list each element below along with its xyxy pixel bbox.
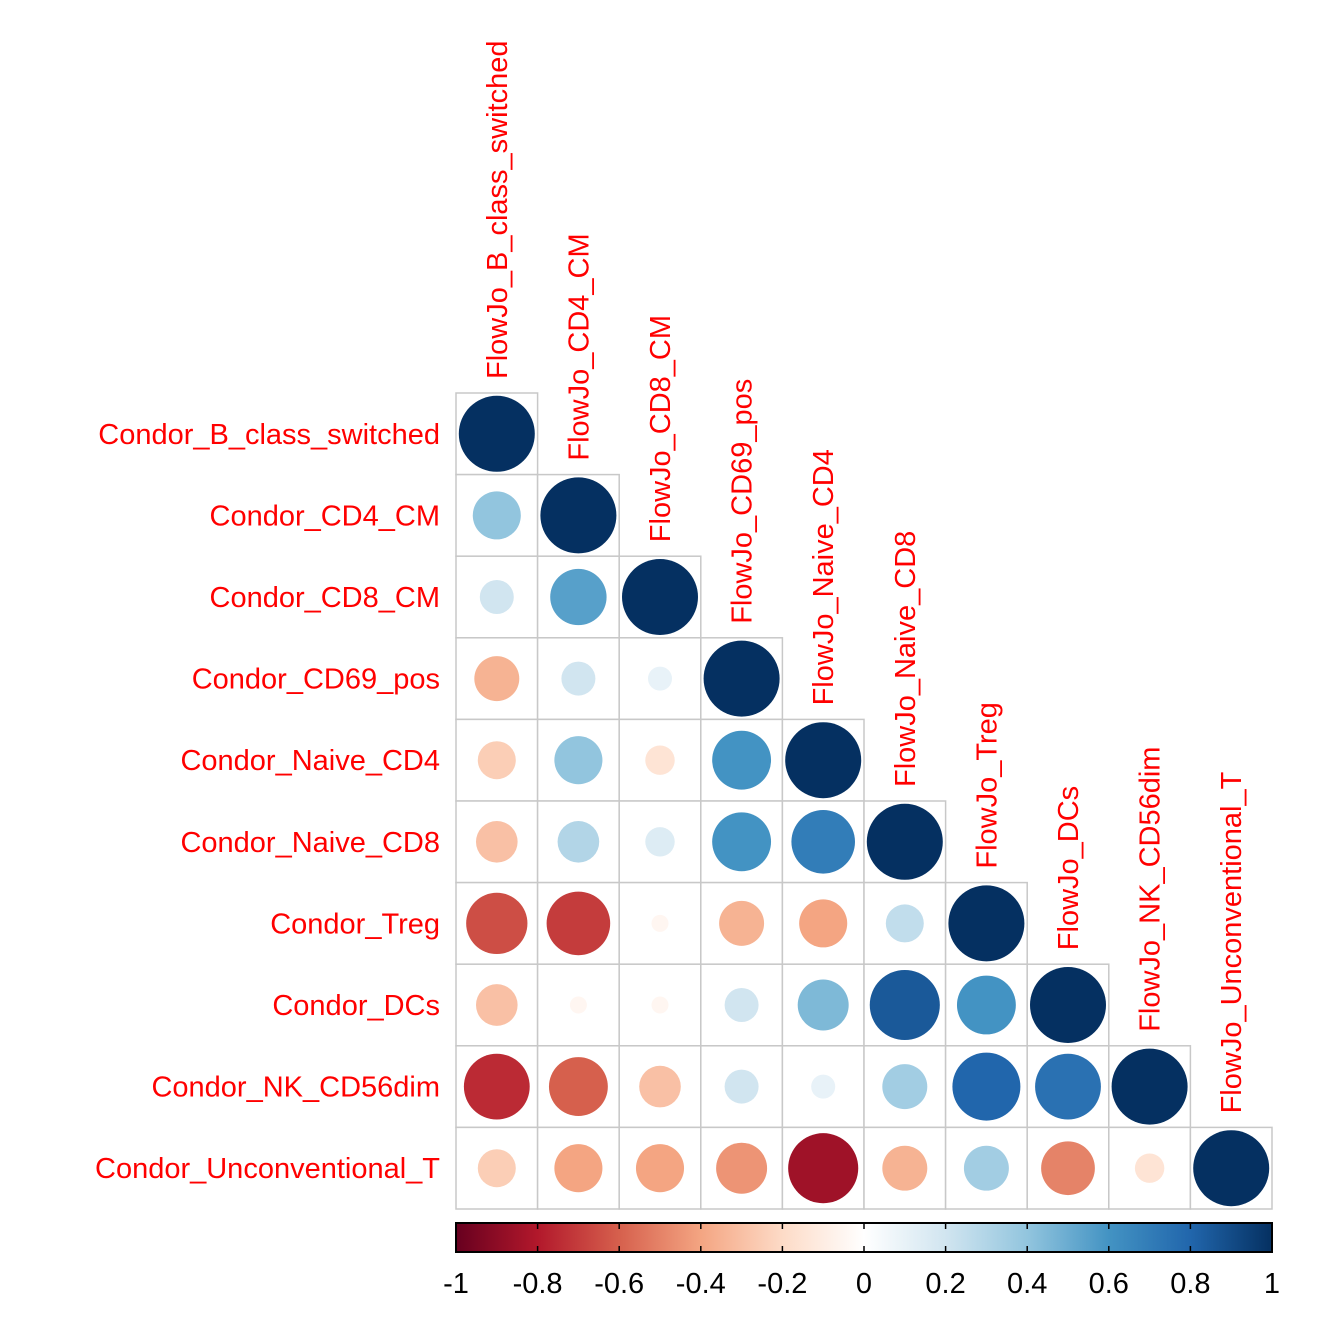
correlation-circle — [546, 891, 611, 956]
column-label: FlowJo_Unconventional_T — [1216, 771, 1248, 1113]
correlation-circle — [791, 810, 855, 874]
column-label: FlowJo_CD4_CM — [563, 233, 595, 460]
colorbar-tick-label: -0.2 — [757, 1268, 807, 1300]
row-label: Condor_Naive_CD4 — [180, 745, 440, 777]
colorbar-tick-label: 0.6 — [1089, 1268, 1129, 1300]
correlation-circle — [474, 656, 520, 702]
correlation-circle — [1111, 1048, 1188, 1125]
correlation-circle — [882, 1064, 928, 1110]
correlation-circle — [463, 1053, 530, 1120]
colorbar-tick-label: -0.4 — [676, 1268, 726, 1300]
correlation-circle — [703, 640, 780, 717]
correlation-circle — [550, 568, 607, 626]
correlation-circle — [797, 979, 849, 1031]
row-label: Condor_CD8_CM — [210, 582, 441, 614]
colorbar-tick-label: -1 — [443, 1268, 469, 1300]
correlation-circle — [948, 885, 1025, 962]
correlation-circle — [785, 722, 862, 799]
correlation-circle — [719, 900, 765, 946]
correlation-circle — [788, 1133, 859, 1204]
correlation-circle — [712, 812, 772, 872]
correlation-circle — [1134, 1153, 1165, 1183]
row-label: Condor_Naive_CD8 — [180, 827, 440, 859]
cell-8-2 — [618, 1045, 702, 1129]
correlation-circle — [479, 580, 514, 614]
correlation-circle — [475, 820, 518, 863]
correlation-circle — [1030, 967, 1106, 1043]
correlation-circle — [554, 736, 603, 785]
correlation-circle — [712, 730, 772, 790]
cell-3-1 — [536, 637, 620, 721]
correlation-circle — [866, 803, 943, 880]
correlation-circle — [869, 969, 940, 1041]
correlation-circle — [1193, 1130, 1270, 1207]
correlation-circle — [477, 1149, 516, 1188]
correlation-circle — [882, 1145, 928, 1191]
correlation-circle — [724, 988, 759, 1022]
correlation-circle — [561, 661, 596, 696]
correlation-circle — [811, 1074, 836, 1099]
correlation-circles — [458, 395, 1270, 1207]
correlation-circle — [477, 741, 516, 780]
correlation-circle — [645, 827, 675, 857]
correlation-circle — [885, 904, 924, 943]
row-label: Condor_DCs — [272, 990, 440, 1022]
correlation-circle — [963, 1145, 1009, 1191]
correlation-circle — [645, 745, 675, 775]
column-label: FlowJo_CD8_CM — [645, 315, 677, 542]
correlation-circle — [651, 914, 669, 932]
correlation-circle — [1035, 1053, 1101, 1120]
row-label: Condor_Treg — [270, 908, 440, 940]
row-label: Condor_CD69_pos — [192, 664, 440, 696]
correlation-circle — [716, 1142, 768, 1194]
row-label: Condor_CD4_CM — [210, 500, 441, 532]
colorbar-tick-label: -0.6 — [594, 1268, 644, 1300]
column-label: FlowJo_CD69_pos — [727, 379, 759, 624]
correlation-circle — [458, 395, 535, 472]
column-label: FlowJo_NK_CD56dim — [1135, 747, 1167, 1032]
row-labels: Condor_B_class_switched Condor_CD4_CM Cond… — [95, 419, 440, 1185]
colorbar-tick-label: 0.2 — [925, 1268, 965, 1300]
correlation-circle — [635, 1144, 685, 1193]
correlation-circle — [647, 666, 673, 691]
correlation-circle — [622, 559, 698, 635]
correlation-circle — [548, 1057, 608, 1117]
colorbar-tick-label: 0 — [856, 1268, 872, 1300]
correlation-circle — [1041, 1141, 1095, 1196]
correlation-circle — [569, 996, 587, 1014]
column-labels: FlowJo_B_class_switched FlowJo_CD4_CM Flow… — [482, 41, 1248, 1114]
colorbar-tick-label: -0.8 — [513, 1268, 563, 1300]
row-label: Condor_B_class_switched — [98, 419, 440, 451]
column-label: FlowJo_Treg — [971, 702, 1003, 869]
correlation-circle — [540, 477, 617, 554]
correlation-circle — [475, 984, 518, 1026]
correlation-circle — [557, 820, 600, 863]
colorbar-ticks: -1 -0.8 -0.6 -0.4 -0.2 0 0.2 0.4 0.6 0.8 1 — [443, 1223, 1280, 1300]
correlation-circle — [651, 996, 669, 1014]
column-label: FlowJo_Naive_CD8 — [890, 531, 922, 787]
colorbar-tick-label: 0.4 — [1007, 1268, 1047, 1300]
row-label: Condor_Unconventional_T — [95, 1153, 440, 1185]
column-label: FlowJo_DCs — [1053, 786, 1085, 950]
colorbar-tick-label: 0.8 — [1170, 1268, 1210, 1300]
correlation-circle — [799, 899, 848, 948]
row-label: Condor_NK_CD56dim — [151, 1072, 440, 1104]
correlation-circle — [956, 975, 1016, 1035]
correlation-circle — [952, 1052, 1021, 1121]
correlation-circle — [554, 1144, 603, 1193]
column-label: FlowJo_Naive_CD4 — [808, 449, 840, 705]
correlation-circle — [472, 491, 521, 540]
column-label: FlowJo_B_class_switched — [482, 41, 514, 379]
correlation-circle — [466, 892, 528, 955]
correlation-circle — [639, 1065, 681, 1108]
colorbar-tick-label: 1 — [1264, 1268, 1280, 1300]
correlation-circle — [724, 1069, 759, 1104]
